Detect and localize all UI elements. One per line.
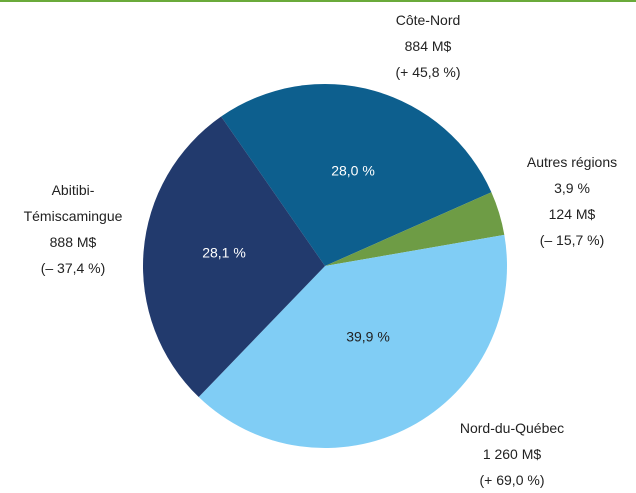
slice-label: 28,0 % <box>331 163 375 179</box>
change-label: (– 15,7 %) <box>539 232 605 248</box>
percent-label: 3,9 % <box>554 180 590 196</box>
amount-label: 124 M$ <box>548 206 596 222</box>
pie-slice <box>198 234 508 449</box>
change-label: (+ 45,8 %) <box>395 64 461 80</box>
slice-callout: Côte-Nord 884 M$ (+ 45,8 %) <box>348 7 508 85</box>
change-label: (– 37,4 %) <box>40 260 106 276</box>
category-label: Autres régions <box>526 154 618 170</box>
amount-label: 884 M$ <box>404 38 452 54</box>
slice-callout: Abitibi-Témiscamingue 888 M$ (– 37,4 %) <box>13 177 133 281</box>
amount-label: 888 M$ <box>49 234 97 250</box>
category-label: Côte-Nord <box>395 12 461 28</box>
pie-slice <box>221 83 492 266</box>
pie-slice <box>325 192 505 266</box>
slice-label: 39,9 % <box>346 329 390 345</box>
slice-label: 28,1 % <box>202 245 246 261</box>
pie-slice <box>142 116 325 398</box>
change-label: (+ 69,0 %) <box>479 472 545 488</box>
category-label: Abitibi-Témiscamingue <box>23 182 123 224</box>
category-label: Nord-du-Québec <box>459 420 565 436</box>
amount-label: 1 260 M$ <box>482 446 542 462</box>
slice-callout: Autres régions 3,9 % 124 M$ (– 15,7 %) <box>502 149 636 253</box>
slice-callout: Nord-du-Québec 1 260 M$ (+ 69,0 %) <box>432 415 592 493</box>
